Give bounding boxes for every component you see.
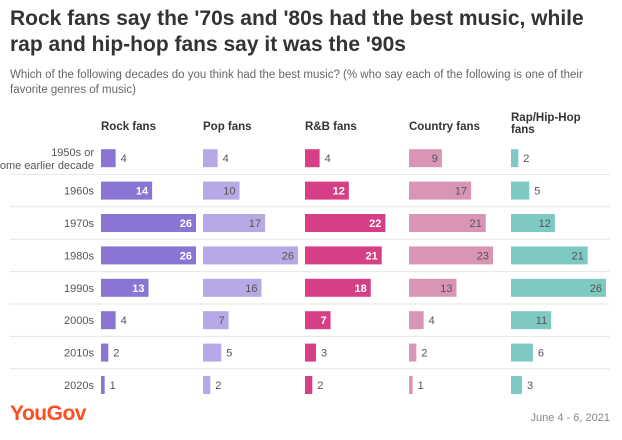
bar-value-label: 2 [317,380,323,392]
yougov-logo: YouGov [10,402,86,425]
bar [101,149,116,168]
bar [101,343,109,362]
category-label: 2000s [64,315,94,327]
bar [409,246,494,265]
bar [305,278,371,297]
bar-value-label: 11 [536,315,547,327]
bar [101,278,149,297]
bar [305,246,382,265]
chart-subtitle: Which of the following decades do you th… [10,69,583,96]
bar [511,181,530,200]
category-label: 2020s [64,380,94,392]
bar [409,214,486,232]
bar [511,214,555,232]
bar-value-label: 6 [538,348,544,360]
bar-value-label: 17 [455,186,467,198]
bar-value-label: 4 [325,153,331,165]
category-label: 2010s [64,348,94,360]
column-header: Rap/Hip-Hop fans [511,112,581,136]
bar [305,214,386,232]
bar-value-label: 21 [365,250,377,262]
bar [511,311,552,330]
bar [305,376,313,394]
bar-value-label: 23 [477,250,489,262]
survey-date: June 4 - 6, 2021 [530,412,610,424]
bar-value-label: 12 [539,218,551,230]
bar [203,214,266,232]
bar-value-label: 14 [136,186,149,198]
bar-value-label: 4 [121,153,127,165]
bar-value-label: 1 [418,380,424,392]
bar-value-label: 16 [245,283,257,295]
bar-value-label: 2 [113,348,119,360]
category-label: 1950s or some earlier decade [0,147,94,172]
bar [409,181,472,200]
bar-value-label: 21 [469,218,481,230]
bar [203,181,240,200]
bar-value-label: 9 [432,153,438,165]
bar [409,149,442,168]
category-label: 1980s [64,250,94,262]
bar-value-label: 26 [590,283,602,295]
column-header: Country fans [409,121,480,133]
bar [409,278,457,297]
bar-value-label: 2 [215,380,221,392]
bar-value-label: 18 [355,283,367,295]
bar-value-label: 21 [571,250,583,262]
bar [101,311,116,330]
bar-value-label: 3 [321,348,327,360]
bar [305,181,349,200]
bar-value-label: 10 [223,186,235,198]
bar [305,311,331,330]
column-header: Rock fans [101,121,156,133]
bar [409,376,413,394]
bar-value-label: 2 [421,348,427,360]
bar [101,246,196,265]
bar-value-label: 12 [333,186,345,198]
bar [203,149,218,168]
bar [203,278,262,297]
bar-value-label: 26 [180,250,192,262]
bar-value-label: 17 [249,218,261,230]
category-label: 1970s [64,218,94,230]
bar [101,376,105,394]
bar [511,278,606,297]
bar-value-label: 7 [218,315,224,327]
bar-value-label: 13 [440,283,452,295]
bar-value-label: 4 [223,153,229,165]
column-header: R&B fans [305,121,357,133]
column-header: Pop fans [203,121,252,133]
bar [101,214,196,232]
category-label: 1960s [64,186,94,198]
bar-value-label: 26 [282,250,294,262]
bar-value-label: 5 [226,348,232,360]
bar-value-label: 3 [527,380,533,392]
chart-title: Rock fans say the '70s and '80s had the … [10,7,584,56]
category-label: 1990s [64,283,94,295]
bar-value-label: 4 [121,315,127,327]
bar-value-label: 13 [132,283,144,295]
bar [203,246,298,265]
bar [203,376,211,394]
bar [305,149,320,168]
bar-value-label: 26 [180,218,192,230]
bar [101,181,153,200]
bar-value-label: 1 [110,380,116,392]
bar [511,149,519,168]
bar-value-label: 22 [369,218,381,230]
bar [305,343,316,362]
bar [511,246,588,265]
bar [409,311,424,330]
bar [409,343,417,362]
bar-value-label: 7 [320,315,326,327]
bar [511,376,522,394]
bar [203,311,229,330]
bar [511,343,533,362]
bar-value-label: 4 [429,315,435,327]
bar-value-label: 5 [534,186,540,198]
bar [203,343,222,362]
bar-value-label: 2 [523,153,529,165]
